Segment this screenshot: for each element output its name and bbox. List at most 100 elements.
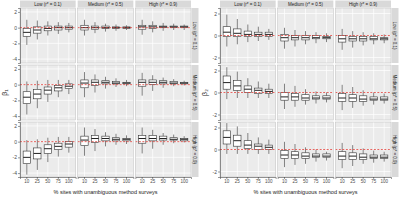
marks — [220, 15, 276, 47]
x-axis: 10255075100 — [221, 177, 277, 184]
box — [349, 153, 356, 160]
tick: 2 — [214, 68, 220, 74]
box — [44, 26, 51, 31]
grid-line — [152, 122, 153, 177]
whisker-low — [226, 37, 227, 47]
grid-line — [126, 65, 127, 120]
box — [149, 135, 156, 141]
marks — [20, 137, 76, 175]
tick-mark — [18, 157, 20, 158]
grid-line — [184, 8, 185, 63]
whisker-low — [268, 94, 269, 98]
reference-line — [220, 149, 276, 150]
x-axis-title: % sites with unambiguous method surveys — [254, 189, 358, 195]
tick-label: 2 — [14, 66, 17, 72]
facet: -20210255075100 — [213, 122, 277, 184]
whisker-high — [126, 135, 127, 138]
grid-line — [84, 122, 85, 177]
reference-line — [278, 149, 334, 150]
whisker-low — [152, 28, 153, 32]
whisker-high — [237, 126, 238, 135]
median — [91, 138, 98, 139]
strip — [20, 1, 76, 8]
box — [55, 143, 62, 149]
whisker-high — [184, 136, 185, 138]
facet: High (r* = 0.9)Low (p* = 0.1) — [135, 1, 198, 64]
tick: 10 — [140, 177, 146, 184]
whisker-high — [294, 144, 295, 152]
box — [359, 96, 366, 102]
median — [323, 156, 330, 157]
tick-mark — [18, 116, 20, 117]
reference-line — [78, 84, 134, 85]
marks — [220, 123, 276, 154]
figure: Low (r* = 0.1)-4-202Medium (r* = 0.5)Hig… — [0, 0, 400, 198]
tick-label: -4 — [13, 170, 18, 176]
x-axis: 10255075100 — [278, 177, 334, 184]
box — [81, 80, 88, 88]
tick-label: 75 — [256, 179, 262, 184]
tick: 50 — [303, 177, 309, 184]
whisker-high — [47, 21, 48, 26]
y-axis-title: β₁ — [1, 89, 9, 96]
panel-frame — [335, 122, 391, 177]
box — [234, 80, 241, 90]
whisker-low — [326, 99, 327, 102]
box — [370, 155, 377, 158]
whisker-high — [258, 27, 259, 33]
whisker-low — [58, 91, 59, 97]
whisker-low — [47, 153, 48, 162]
median — [112, 139, 119, 140]
panel-background — [20, 65, 76, 120]
strip — [392, 122, 399, 177]
median — [265, 34, 272, 35]
marks — [135, 73, 191, 96]
median — [291, 155, 298, 156]
median — [370, 38, 377, 39]
panel-background — [20, 122, 76, 177]
box — [23, 28, 30, 36]
reference-line — [20, 141, 76, 142]
tick: 100 — [380, 177, 388, 184]
box — [44, 87, 51, 94]
box — [281, 151, 288, 159]
median — [65, 86, 72, 87]
tick-label: 0 — [214, 147, 217, 153]
panel-background — [278, 8, 334, 63]
box — [349, 95, 356, 102]
tick-label: -4 — [13, 56, 18, 62]
grid-line — [68, 65, 69, 120]
whisker-high — [26, 82, 27, 92]
median — [302, 98, 309, 99]
box — [112, 82, 119, 84]
whisker-high — [247, 133, 248, 141]
whisker-high — [84, 128, 85, 137]
whisker-high — [226, 67, 227, 76]
median — [312, 37, 319, 38]
tick-mark — [18, 43, 20, 44]
panel-frame — [20, 65, 76, 120]
facet: 10255075100 — [278, 122, 334, 184]
grid-line — [126, 8, 127, 63]
box — [34, 89, 41, 98]
median — [123, 139, 130, 140]
panel-frame — [78, 122, 134, 177]
whisker-low — [284, 158, 285, 167]
box — [291, 152, 298, 159]
median — [370, 157, 377, 158]
reference-line — [78, 27, 134, 28]
tick-label: 75 — [56, 179, 62, 184]
facet: Medium (r* = 0.5) — [278, 1, 334, 64]
whisker-low — [294, 158, 295, 165]
reference-line — [278, 35, 334, 36]
median — [370, 99, 377, 100]
axis-line — [218, 123, 221, 178]
whisker-low — [94, 85, 95, 92]
median — [123, 83, 130, 84]
whisker-high — [116, 78, 117, 81]
tick-label: 25 — [235, 179, 241, 184]
tick: 75 — [371, 177, 377, 184]
grid-line — [184, 65, 185, 120]
box — [123, 139, 130, 141]
strip — [220, 1, 276, 8]
